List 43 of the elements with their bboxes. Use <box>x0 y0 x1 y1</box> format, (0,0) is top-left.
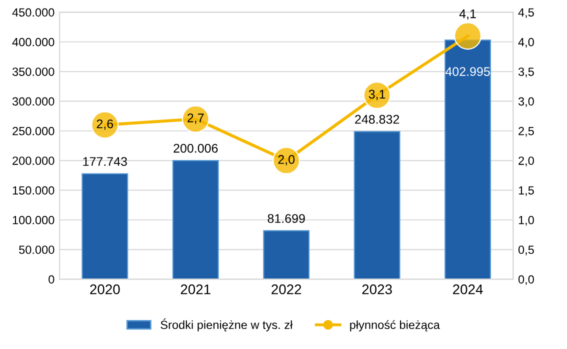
x-tick-label: 2022 <box>272 284 302 294</box>
data-label: 177.743 <box>83 157 127 166</box>
y-tick-label: 450.000 <box>12 8 54 17</box>
data-label: 200.006 <box>174 144 218 153</box>
y-tick-label: 150.000 <box>12 186 54 195</box>
y2-tick-label: 3,0 <box>518 97 534 107</box>
data-label: 2,7 <box>188 114 204 124</box>
x-tick-label: 2020 <box>90 284 120 294</box>
legend-label: Środki pieniężne w tys. zł <box>160 318 293 332</box>
bar <box>172 160 219 280</box>
y2-tick-label: 1,0 <box>518 216 534 226</box>
data-label: 2,0 <box>278 155 295 166</box>
y-tick-label: 0 <box>48 275 54 284</box>
y-tick-label: 350.000 <box>12 68 54 76</box>
data-label: 4,1 <box>459 9 476 20</box>
point <box>454 22 482 50</box>
y-tick-label: 300.000 <box>12 97 54 106</box>
y-tick-label: 100.000 <box>12 216 54 224</box>
y2-tick-label: 4,5 <box>518 8 534 18</box>
data-label: 2,6 <box>96 119 114 130</box>
data-label: 3,1 <box>368 90 386 100</box>
x-tick-label: 2024 <box>453 284 483 294</box>
y-tick-label: 250.000 <box>12 126 54 136</box>
bar <box>444 40 492 280</box>
x-tick-label: 2023 <box>362 284 392 294</box>
y-tick-label: 200.000 <box>12 156 54 165</box>
y2-tick-label: 2,5 <box>518 126 534 137</box>
y-tick-label: 400.000 <box>12 38 54 46</box>
y2-tick-label: 2,0 <box>518 156 534 166</box>
bar <box>82 173 128 280</box>
y2-tick-label: 1,5 <box>518 186 534 196</box>
y2-tick-label: 0,5 <box>518 246 534 256</box>
bar <box>354 131 400 280</box>
bar <box>263 230 310 280</box>
y2-tick-label: 0,0 <box>518 275 534 285</box>
y-tick-label: 50.000 <box>19 246 54 254</box>
data-label: 248.832 <box>355 114 400 124</box>
data-label: 402.995 <box>445 67 490 76</box>
legend-label: płynność bieżąca <box>350 320 440 332</box>
data-label: 81.699 <box>268 214 305 223</box>
y2-tick-label: 4,0 <box>518 38 534 48</box>
y2-tick-label: 3,5 <box>518 68 534 78</box>
x-tick-label: 2021 <box>180 284 210 294</box>
